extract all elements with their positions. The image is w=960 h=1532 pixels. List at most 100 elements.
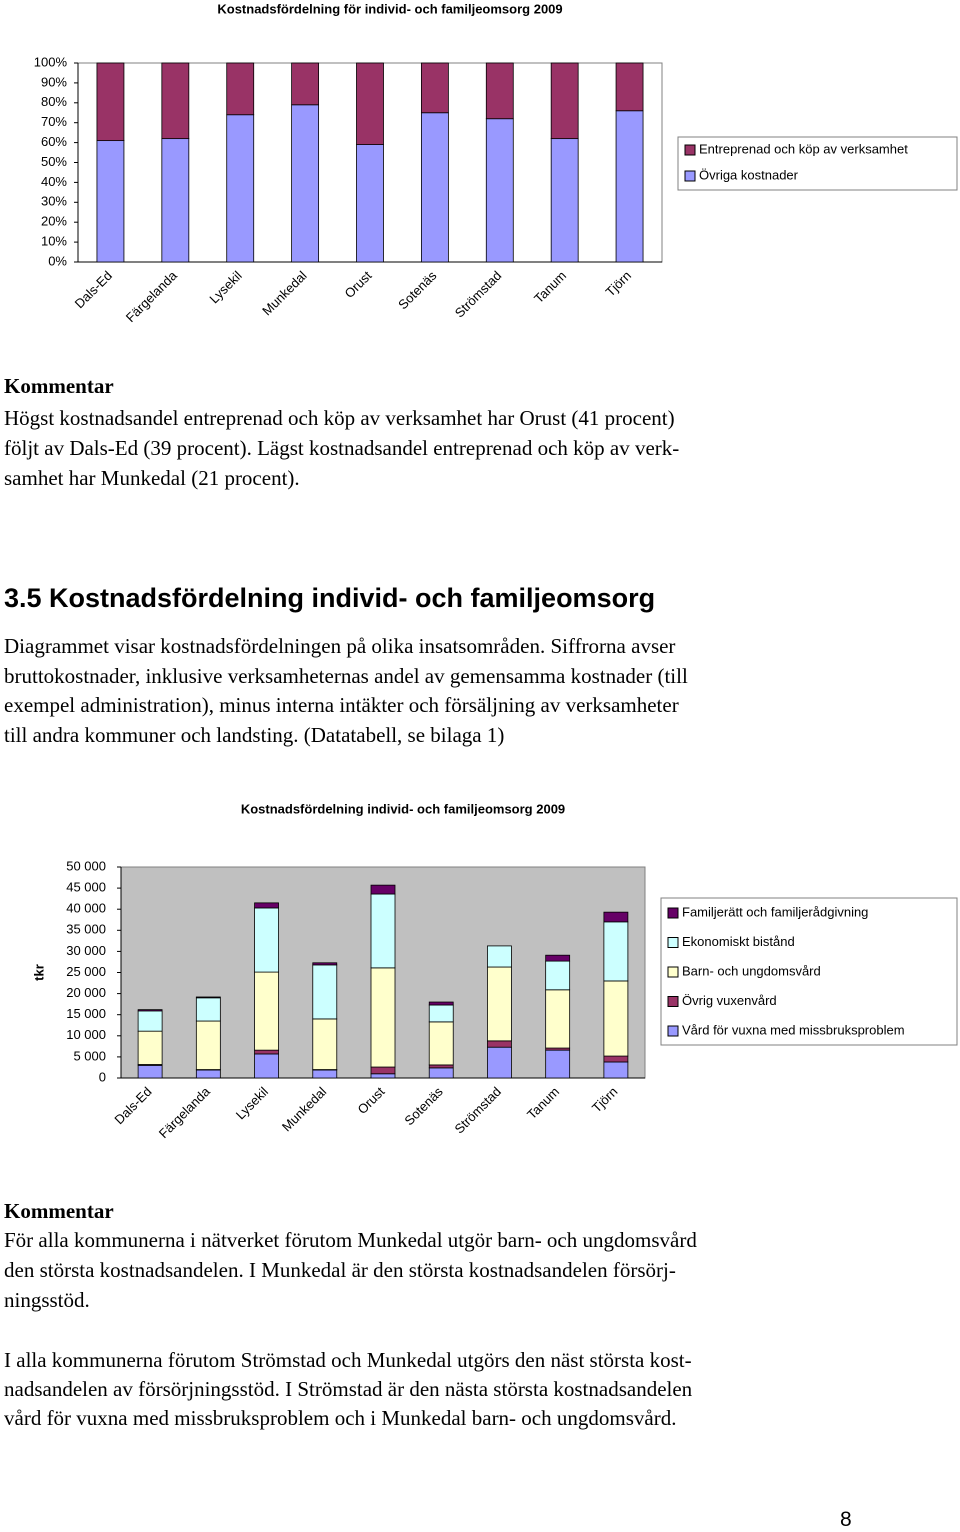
- bar-segment: [421, 63, 448, 113]
- y-tick-label: 45 000: [66, 880, 106, 895]
- bar-segment: [138, 1031, 162, 1064]
- x-tick-label: Tjörn: [603, 268, 635, 300]
- text-line: Högst kostnadsandel entreprenad och köp …: [4, 406, 675, 430]
- bar-segment: [551, 139, 578, 262]
- bar-segment: [292, 63, 319, 105]
- legend-swatch: [685, 171, 695, 181]
- bar-segment: [313, 965, 337, 1019]
- legend-swatch: [668, 997, 678, 1007]
- x-tick-label: Färgelanda: [123, 267, 181, 325]
- bar-segment: [255, 1054, 279, 1078]
- bar-segment: [486, 119, 513, 262]
- bar-segment: [487, 1047, 511, 1078]
- bar-segment: [255, 908, 279, 972]
- comment-heading: Kommentar: [4, 374, 114, 398]
- y-tick-label: 0: [99, 1069, 106, 1084]
- x-tick-label: Strömstad: [452, 268, 505, 321]
- x-tick-label: Orust: [341, 268, 374, 301]
- bar-segment: [421, 113, 448, 262]
- x-tick-label: Sotenäs: [401, 1084, 446, 1129]
- x-tick-label: Tjörn: [589, 1084, 621, 1116]
- bar-segment: [162, 63, 189, 139]
- y-tick-label: 50%: [41, 154, 67, 169]
- bar-segment: [429, 1068, 453, 1078]
- bar-segment: [255, 1050, 279, 1054]
- x-tick-label: Sotenäs: [395, 268, 440, 313]
- legend-swatch: [668, 967, 678, 977]
- legend-label: Vård för vuxna med missbruksproblem: [682, 1022, 905, 1037]
- legend-label: Övrig vuxenvård: [682, 993, 777, 1008]
- bar-segment: [616, 111, 643, 262]
- x-tick-label: Munkedal: [279, 1084, 330, 1135]
- bar-segment: [97, 141, 124, 262]
- text-line: vård för vuxna med missbruksproblem och …: [4, 1406, 676, 1430]
- x-tick-label: Tanum: [531, 268, 569, 306]
- bar-segment: [292, 105, 319, 262]
- x-tick-label: Munkedal: [259, 268, 310, 319]
- y-tick-label: 15 000: [66, 1006, 106, 1021]
- comment-heading: Kommentar: [4, 1199, 114, 1223]
- legend-label: Barn- och ungdomsvård: [682, 963, 821, 978]
- chart-title: Kostnadsfördelning individ- och familjeo…: [241, 801, 565, 816]
- y-tick-label: 80%: [41, 94, 67, 109]
- y-tick-label: 30 000: [66, 943, 106, 958]
- y-tick-label: 50 000: [66, 858, 106, 873]
- bar-segment: [196, 1021, 220, 1070]
- x-tick-label: Tanum: [524, 1084, 562, 1122]
- bar-segment: [196, 997, 220, 998]
- y-tick-label: 70%: [41, 114, 67, 129]
- text-line: nadsandelen av försörjningsstöd. I Ström…: [4, 1377, 692, 1401]
- x-tick-label: Strömstad: [451, 1084, 504, 1137]
- y-tick-label: 10 000: [66, 1027, 106, 1042]
- y-tick-label: 20%: [41, 214, 67, 229]
- text-line: följt av Dals-Ed (39 procent). Lägst kos…: [4, 436, 679, 460]
- bar-segment: [429, 1005, 453, 1022]
- bar-segment: [487, 967, 511, 1041]
- bar-segment: [138, 1010, 162, 1011]
- y-tick-label: 60%: [41, 134, 67, 149]
- y-tick-label: 35 000: [66, 922, 106, 937]
- bar-segment: [313, 963, 337, 965]
- bar-segment: [551, 63, 578, 139]
- text-line: samhet har Munkedal (21 procent).: [4, 466, 300, 490]
- x-tick-label: Dals-Ed: [72, 268, 115, 311]
- chart-title: Kostnadsfördelning för individ- och fami…: [217, 1, 562, 16]
- bar-segment: [227, 63, 254, 115]
- text-line: I alla kommunerna förutom Strömstad och …: [4, 1348, 692, 1372]
- section-heading: 3.5 Kostnadsfördelning individ- och fami…: [4, 586, 655, 610]
- bar-segment: [255, 972, 279, 1050]
- text-line: till andra kommuner och landsting. (Data…: [4, 723, 504, 747]
- x-tick-label: Orust: [354, 1084, 387, 1117]
- bar-segment: [313, 1019, 337, 1070]
- y-tick-label: 0%: [48, 253, 67, 268]
- x-tick-label: Färgelanda: [156, 1083, 214, 1141]
- y-tick-label: 25 000: [66, 964, 106, 979]
- x-tick-label: Dals-Ed: [111, 1084, 154, 1127]
- text-line: exempel administration), minus interna i…: [4, 693, 679, 717]
- bar-segment: [546, 990, 570, 1048]
- bar-segment: [255, 903, 279, 908]
- y-tick-label: 20 000: [66, 985, 106, 1000]
- legend-label: Ekonomiskt bistånd: [682, 934, 795, 949]
- text-line: För alla kommunerna i nätverket förutom …: [4, 1228, 697, 1252]
- x-tick-label: Lysekil: [206, 268, 244, 306]
- bar-segment: [487, 1041, 511, 1047]
- y-tick-label: 90%: [41, 74, 67, 89]
- bar-segment: [604, 912, 628, 922]
- y-tick-label: 100%: [34, 54, 68, 69]
- bar-segment: [604, 981, 628, 1056]
- text-line: Diagrammet visar kostnadsfördelningen på…: [4, 634, 675, 658]
- bar-segment: [371, 1067, 395, 1074]
- x-tick-label: Lysekil: [233, 1084, 271, 1122]
- bar-segment: [604, 1062, 628, 1078]
- bar-segment: [429, 1022, 453, 1065]
- bar-segment: [227, 115, 254, 262]
- legend-swatch: [685, 145, 695, 155]
- legend-swatch: [668, 1026, 678, 1036]
- bar-segment: [429, 1065, 453, 1068]
- bar-segment: [546, 955, 570, 961]
- bar-segment: [546, 961, 570, 990]
- y-tick-label: 10%: [41, 234, 67, 249]
- bar-segment: [486, 63, 513, 119]
